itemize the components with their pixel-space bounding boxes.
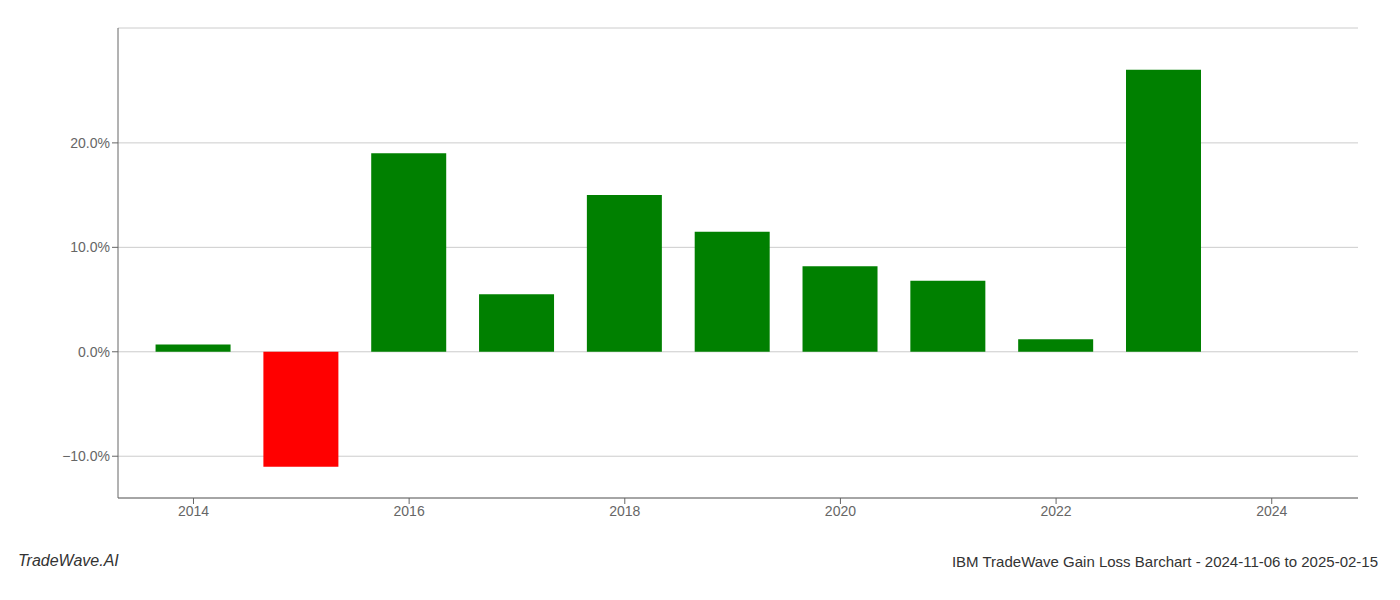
svg-text:20.0%: 20.0%: [70, 135, 110, 151]
svg-text:0.0%: 0.0%: [78, 344, 110, 360]
html-text:TradeWave.AI: TradeWave.AI: [18, 552, 119, 569]
svg-text:2024: 2024: [1256, 503, 1287, 519]
svg-text:2014: 2014: [178, 503, 209, 519]
svg-text:2020: 2020: [825, 503, 856, 519]
svg-text:10.0%: 10.0%: [70, 239, 110, 255]
svg-text:2018: 2018: [609, 503, 640, 519]
svg-text:2016: 2016: [394, 503, 425, 519]
svg-text:−10.0%: −10.0%: [62, 448, 110, 464]
html-text:IBM TradeWave Gain Loss Barcha: IBM TradeWave Gain Loss Barchart - 2024-…: [951, 553, 1378, 570]
svg-text:2022: 2022: [1041, 503, 1072, 519]
